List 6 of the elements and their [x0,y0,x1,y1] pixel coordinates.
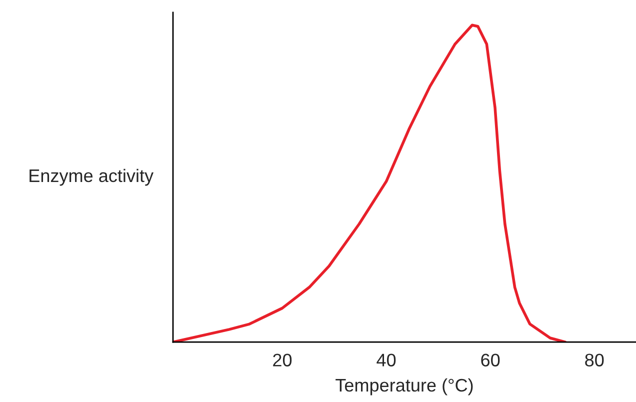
x-tick-label: 80 [585,354,604,366]
x-tick-label: 60 [481,354,500,366]
y-axis-title: Enzyme activity [30,168,154,186]
x-tick-label: 40 [376,354,396,366]
x-tick-label: 20 [273,354,292,366]
x-axis-title: Temperature (°C) [336,378,473,396]
